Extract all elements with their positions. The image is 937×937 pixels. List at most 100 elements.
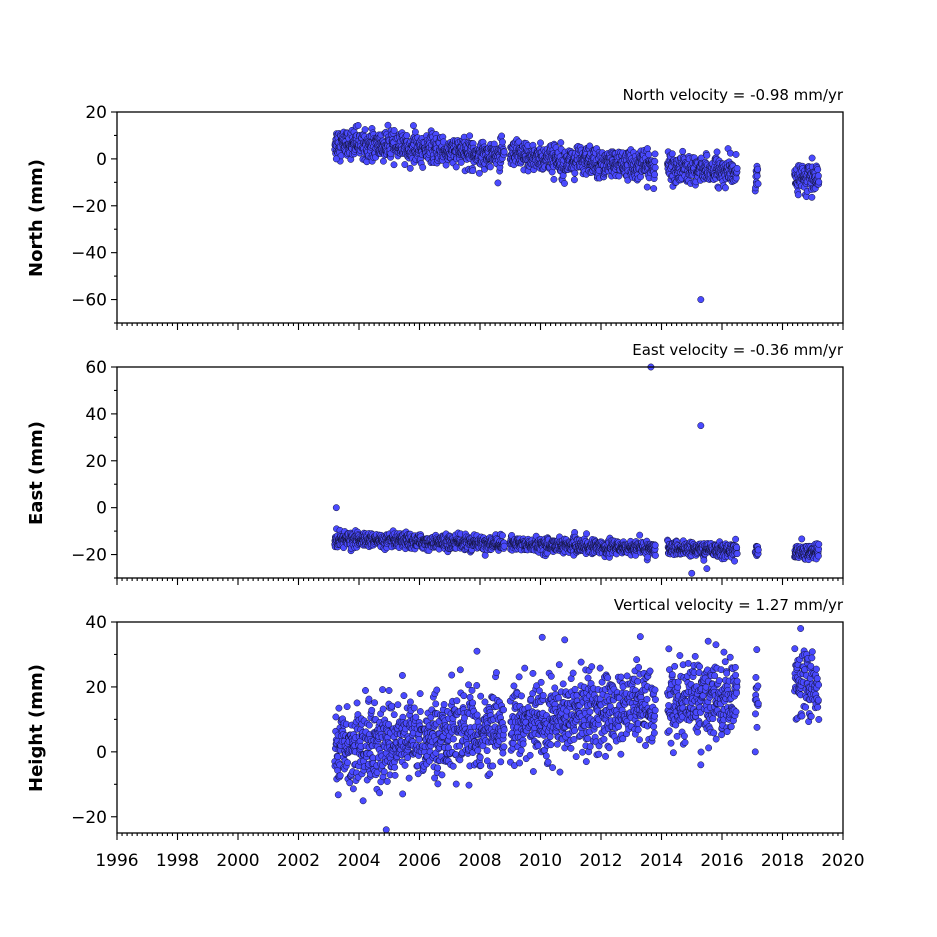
data-point [583, 530, 590, 538]
data-point [390, 127, 398, 134]
height-points [331, 625, 823, 834]
data-point [794, 191, 802, 199]
data-point [410, 704, 418, 712]
data-point [416, 690, 424, 698]
data-point [600, 735, 608, 743]
data-point [537, 678, 545, 686]
data-point [385, 687, 393, 694]
data-point [457, 158, 465, 166]
data-point [475, 169, 483, 177]
data-point [449, 735, 457, 743]
data-point [390, 711, 398, 719]
data-point [561, 179, 568, 187]
data-point [477, 692, 485, 700]
data-point [815, 178, 823, 186]
data-point [569, 669, 577, 677]
data-point [335, 704, 343, 712]
data-point [473, 682, 481, 689]
data-point [419, 163, 427, 171]
north-points [331, 121, 823, 304]
data-point [336, 772, 344, 779]
height-panel: Vertical velocity = 1.27 mm/yr 40200−20 … [26, 596, 865, 871]
data-point [494, 179, 502, 187]
data-point [452, 780, 460, 788]
data-point [400, 692, 408, 700]
data-point [542, 752, 550, 760]
data-point [401, 161, 409, 169]
data-point [544, 758, 552, 766]
data-point [572, 753, 580, 761]
y-tick-label: 0 [96, 150, 107, 170]
data-point [700, 556, 708, 564]
y-tick-label: 0 [96, 499, 107, 519]
data-point [679, 147, 687, 155]
data-point [578, 748, 586, 756]
data-point [449, 762, 457, 770]
data-point [534, 742, 542, 750]
data-point [604, 674, 612, 682]
east-y-axis-label: East (mm) [26, 421, 47, 525]
data-point [586, 708, 594, 716]
data-point [551, 684, 559, 692]
data-point [391, 763, 399, 771]
data-point [500, 743, 508, 751]
data-point [521, 664, 529, 672]
data-point [406, 164, 414, 172]
outlier-point [361, 126, 369, 134]
data-point [529, 669, 537, 677]
data-point [651, 164, 659, 172]
data-point [602, 752, 609, 760]
data-point [433, 686, 441, 694]
y-tick-label: 40 [85, 405, 107, 425]
data-point [391, 771, 399, 779]
data-point [623, 672, 631, 680]
data-point [452, 163, 460, 171]
data-point [492, 669, 500, 677]
data-point [713, 148, 721, 156]
data-point [519, 740, 527, 748]
data-point [476, 753, 484, 761]
data-point [636, 736, 643, 744]
data-point [547, 741, 555, 749]
data-point [577, 658, 585, 666]
data-point [539, 691, 547, 699]
y-tick-label: 60 [85, 358, 107, 378]
data-point [332, 713, 340, 721]
data-point [438, 771, 446, 779]
data-point [379, 157, 387, 165]
data-point [814, 166, 822, 174]
data-point [526, 751, 534, 759]
y-tick-label: 20 [85, 103, 107, 123]
data-point [571, 685, 579, 693]
data-point [553, 740, 561, 748]
y-tick-label: −20 [71, 546, 107, 566]
data-point [651, 157, 659, 165]
outlier-point [688, 569, 696, 577]
data-point [731, 557, 738, 565]
data-point [434, 764, 442, 772]
data-point [354, 121, 362, 129]
data-point [473, 711, 481, 719]
data-point [434, 780, 442, 788]
data-point [390, 161, 398, 169]
data-point [651, 541, 659, 549]
data-point [651, 171, 659, 179]
data-point [808, 193, 816, 201]
data-point [615, 723, 622, 731]
data-point [651, 150, 659, 158]
data-point [635, 663, 643, 671]
data-point [537, 139, 544, 147]
data-point [555, 661, 563, 669]
outlier-point [703, 151, 711, 159]
outlier-point [332, 155, 340, 163]
data-point [754, 165, 762, 173]
data-point [754, 546, 762, 554]
data-point [754, 180, 762, 188]
north-x-axis [116, 323, 844, 330]
data-point [405, 774, 413, 782]
data-point [634, 726, 642, 734]
data-point [365, 695, 373, 703]
data-point [466, 132, 474, 140]
data-point [376, 789, 383, 797]
